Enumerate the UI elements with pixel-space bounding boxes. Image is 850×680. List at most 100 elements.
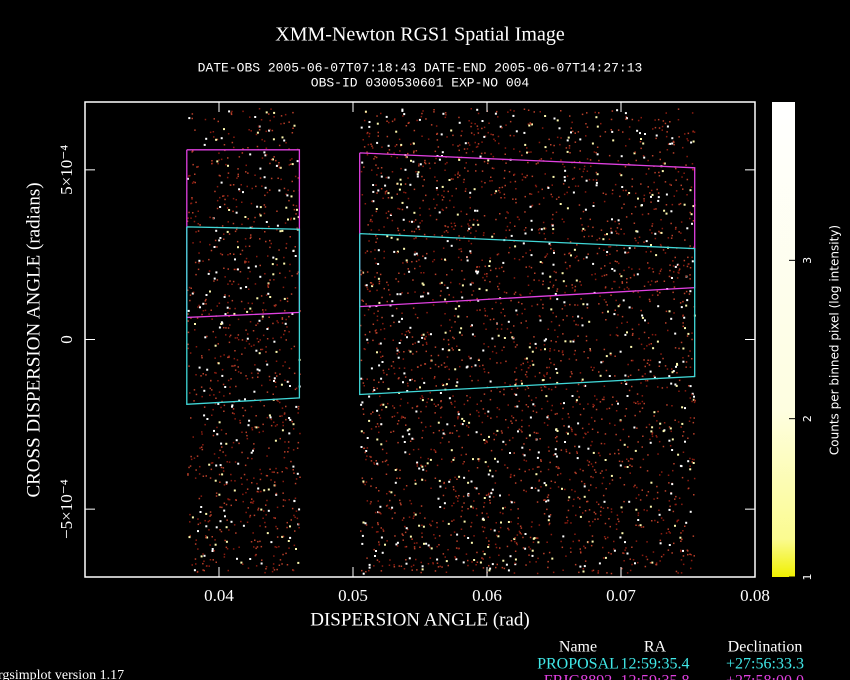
pixel <box>633 426 636 429</box>
pixel <box>412 307 415 309</box>
pixel <box>250 130 252 132</box>
pixel <box>680 532 682 534</box>
pixel <box>404 183 407 185</box>
pixel <box>578 571 580 574</box>
pixel <box>404 531 407 534</box>
pixel <box>641 316 644 319</box>
pixel <box>375 208 378 210</box>
pixel <box>626 572 629 574</box>
pixel <box>405 545 408 548</box>
pixel <box>562 353 564 356</box>
pixel <box>440 406 443 408</box>
pixel <box>683 203 686 206</box>
pixel <box>282 286 285 289</box>
pixel <box>234 307 236 310</box>
pixel <box>214 344 217 347</box>
pixel <box>412 438 415 440</box>
pixel <box>425 118 427 120</box>
pixel <box>521 312 523 315</box>
pixel <box>549 350 551 352</box>
pixel <box>295 510 298 512</box>
pixel <box>642 142 645 145</box>
pixel <box>382 197 384 199</box>
pixel <box>651 435 654 438</box>
pixel <box>199 447 201 449</box>
pixel <box>189 299 191 302</box>
pixel <box>631 268 633 270</box>
pixel <box>588 235 590 238</box>
pixel <box>528 395 530 397</box>
pixel <box>366 286 368 289</box>
pixel <box>400 503 402 506</box>
pixel <box>647 281 650 283</box>
pixel <box>403 441 406 443</box>
pixel <box>628 266 630 269</box>
pixel <box>611 403 613 406</box>
pixel <box>412 517 415 519</box>
pixel <box>378 280 381 283</box>
pixel <box>583 495 586 498</box>
pixel <box>293 514 295 517</box>
pixel <box>205 137 208 140</box>
pixel <box>287 441 290 443</box>
pixel <box>370 251 372 253</box>
pixel <box>424 465 427 467</box>
pixel <box>415 558 417 561</box>
pixel <box>422 283 425 286</box>
pixel <box>598 237 601 240</box>
pixel <box>682 325 684 328</box>
pixel <box>205 535 207 537</box>
pixel <box>275 360 278 362</box>
pixel <box>432 562 434 564</box>
pixel <box>458 157 460 160</box>
pixel <box>415 260 418 263</box>
pixel <box>693 458 695 461</box>
pixel <box>281 229 284 232</box>
pixel <box>556 298 559 301</box>
pixel <box>482 550 484 553</box>
pixel <box>467 559 469 562</box>
pixel <box>454 490 457 492</box>
pixel <box>585 135 587 137</box>
pixel <box>219 449 221 452</box>
pixel <box>645 426 648 429</box>
pixel <box>296 227 298 229</box>
pixel <box>618 223 620 225</box>
pixel <box>671 142 674 145</box>
pixel <box>521 431 523 433</box>
pixel <box>685 164 687 166</box>
pixel <box>535 438 537 441</box>
pixel <box>413 546 416 548</box>
pixel <box>456 381 459 384</box>
pixel <box>247 567 250 569</box>
pixel <box>676 277 679 279</box>
pixel <box>468 144 471 146</box>
pixel <box>228 529 230 531</box>
pixel <box>671 371 674 374</box>
pixel <box>192 163 194 166</box>
pixel <box>623 203 625 205</box>
pixel <box>376 559 379 561</box>
pixel <box>408 516 411 518</box>
pixel <box>223 195 225 197</box>
pixel <box>633 222 636 224</box>
pixel <box>203 554 206 557</box>
pixel <box>653 375 655 377</box>
pixel <box>574 256 577 259</box>
pixel <box>564 169 567 172</box>
pixel <box>458 248 460 251</box>
pixel <box>538 466 540 468</box>
pixel <box>618 452 620 455</box>
pixel <box>579 403 581 405</box>
pixel <box>276 399 278 401</box>
pixel <box>514 550 517 552</box>
pixel <box>630 457 632 460</box>
pixel <box>500 362 502 364</box>
pixel <box>405 330 408 333</box>
pixel <box>657 118 660 121</box>
pixel <box>273 569 276 571</box>
pixel <box>592 569 595 572</box>
pixel <box>603 500 606 503</box>
pixel <box>552 151 554 154</box>
pixel <box>238 399 241 402</box>
